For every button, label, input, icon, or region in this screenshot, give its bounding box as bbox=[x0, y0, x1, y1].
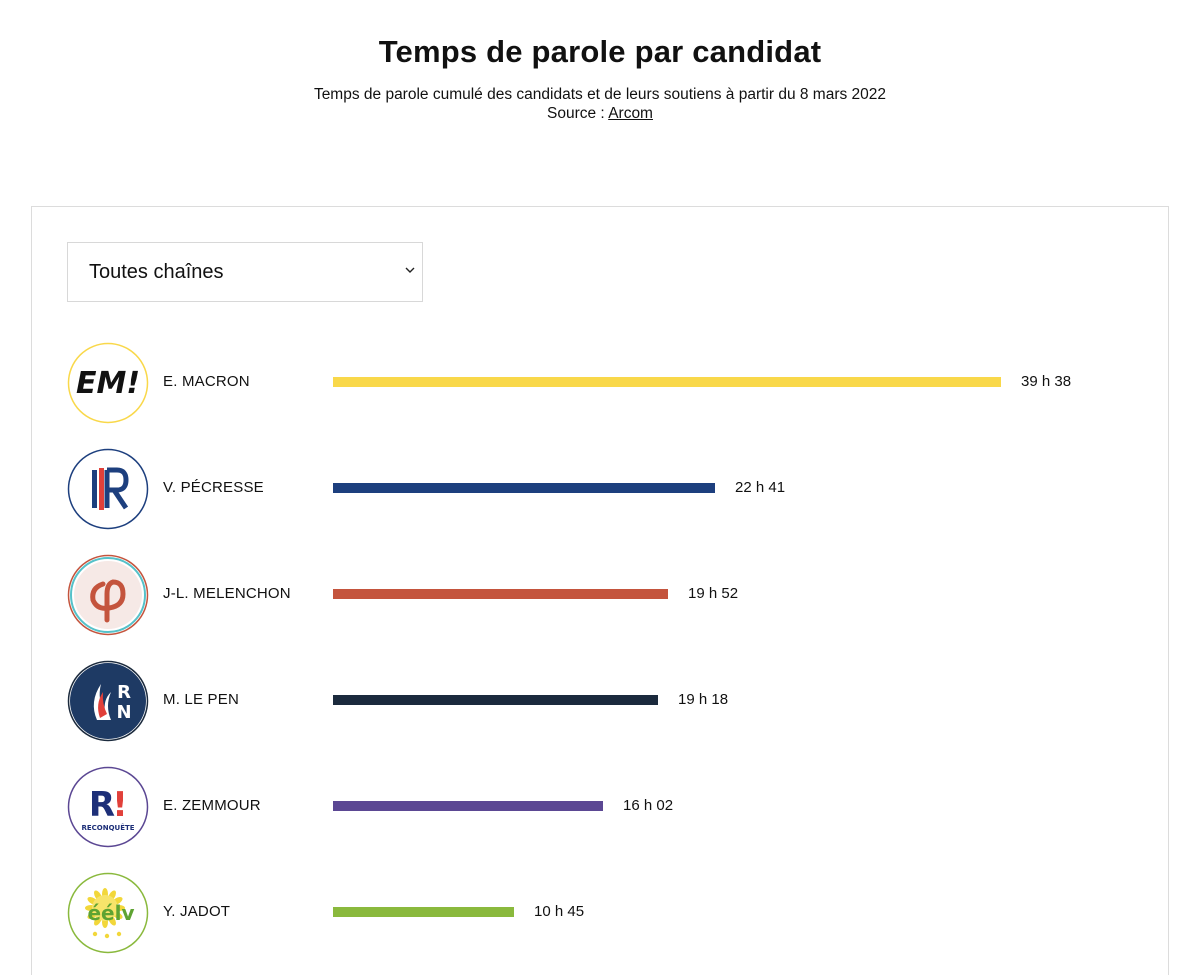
candidate-name: J-L. MELENCHON bbox=[163, 585, 291, 602]
candidate-name: E. ZEMMOUR bbox=[163, 797, 261, 814]
chart-row: EM! E. MACRON 39 h 38 bbox=[67, 342, 1127, 424]
candidate-name: E. MACRON bbox=[163, 373, 250, 390]
candidate-name: Y. JADOT bbox=[163, 903, 231, 920]
em-logo-text: EM! bbox=[76, 366, 140, 401]
reconquete-logo: R!RECONQUÊTE bbox=[67, 766, 149, 848]
candidate-name: V. PÉCRESSE bbox=[163, 479, 264, 496]
rn-logo: RN bbox=[67, 660, 149, 742]
chart-card: Toutes chaînes EM! E. MACRON 39 h 38 V. PÉC… bbox=[31, 206, 1169, 975]
chart-source: Source : Arcom bbox=[0, 105, 1200, 123]
bar-value-label: 19 h 52 bbox=[688, 585, 739, 602]
chart-subtitle: Temps de parole cumulé des candidats et … bbox=[313, 86, 887, 103]
chart-title: Temps de parole par candidat bbox=[378, 34, 822, 69]
bar bbox=[333, 695, 658, 705]
rn-logo-text: N bbox=[116, 702, 131, 723]
candidate-name: M. LE PEN bbox=[163, 691, 239, 708]
chart-row: R! RECONQUÊTE E. ZEMMOUR 16 h 02 bbox=[67, 766, 1127, 848]
source-link[interactable]: Arcom bbox=[608, 105, 653, 122]
svg-text:RECONQUÊTE: RECONQUÊTE bbox=[81, 823, 134, 832]
chart-row: R N M. LE PEN 19 h 18 bbox=[67, 660, 1127, 742]
em-logo: EM! bbox=[67, 342, 149, 424]
bar bbox=[333, 801, 603, 811]
channel-select[interactable]: Toutes chaînes bbox=[67, 242, 423, 302]
bar-value-label: 22 h 41 bbox=[735, 479, 786, 496]
eelv-logo: éélv bbox=[67, 872, 149, 954]
lr-logo bbox=[67, 448, 149, 530]
bar-value-label: 16 h 02 bbox=[623, 797, 674, 814]
chart-row: J-L. MELENCHON 19 h 52 bbox=[67, 554, 1127, 636]
channel-select-value: Toutes chaînes bbox=[89, 261, 224, 283]
bar-value-label: 19 h 18 bbox=[678, 691, 729, 708]
eelv-logo-text: éélv bbox=[87, 901, 134, 925]
bar-value-label: 39 h 38 bbox=[1021, 373, 1072, 390]
bar bbox=[333, 483, 715, 493]
rn-logo-text: R bbox=[117, 682, 131, 703]
source-prefix: Source : bbox=[547, 105, 609, 122]
bar bbox=[333, 589, 668, 599]
bar bbox=[333, 907, 514, 917]
chevron-down-icon bbox=[405, 267, 415, 273]
bar bbox=[333, 377, 1001, 387]
bar-value-label: 10 h 45 bbox=[534, 903, 585, 920]
chart-row: V. PÉCRESSE 22 h 41 bbox=[67, 448, 1127, 530]
svg-text:!: ! bbox=[112, 785, 128, 825]
lfi-logo bbox=[67, 554, 149, 636]
chart-row: éélv Y. JADOT 10 h 45 bbox=[67, 872, 1127, 954]
reconquete-logo-text: R bbox=[89, 785, 115, 825]
